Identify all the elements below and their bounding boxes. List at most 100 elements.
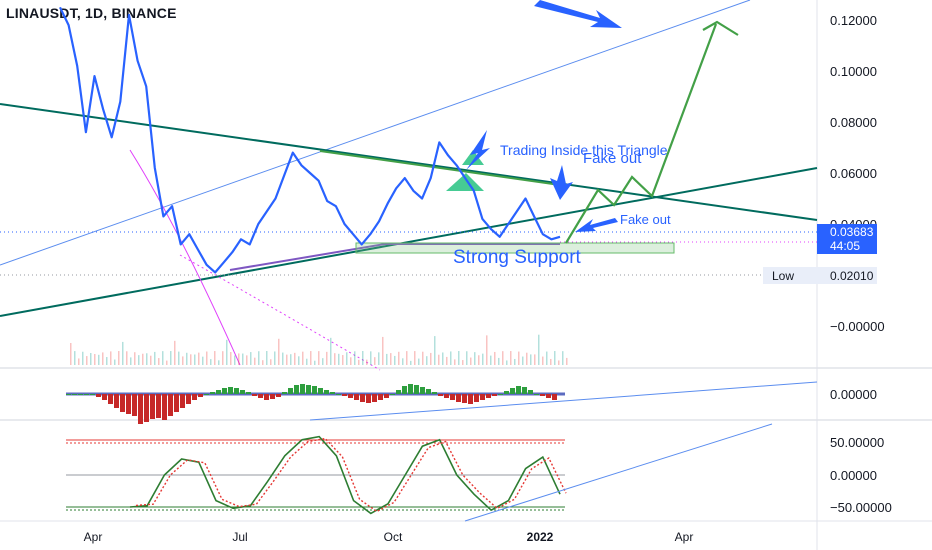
volume-bar xyxy=(130,357,132,365)
volume-bar xyxy=(326,351,328,365)
volume-bar xyxy=(566,357,568,365)
volume-bar xyxy=(190,354,192,365)
histogram-bar xyxy=(240,390,245,394)
histogram-bar xyxy=(78,394,83,395)
volume-bar xyxy=(322,358,324,365)
volume-bar xyxy=(254,357,256,365)
volume-bar xyxy=(314,360,316,365)
volume-bar xyxy=(514,358,516,365)
histogram-bar xyxy=(378,394,383,400)
histogram-bar xyxy=(360,394,365,402)
low-value-box xyxy=(817,267,877,284)
histogram-bar xyxy=(408,384,413,394)
volume-bar xyxy=(226,339,228,365)
volume-bar xyxy=(154,351,156,365)
volume-bar xyxy=(78,358,80,365)
volume-bar xyxy=(282,352,284,365)
volume-bar xyxy=(486,335,488,365)
volume-bar xyxy=(198,352,200,365)
histogram-bar xyxy=(138,394,143,424)
volume-bar xyxy=(302,351,304,365)
histogram-bar xyxy=(126,394,131,414)
histogram-bar xyxy=(384,394,389,398)
y-tick-label: 0.06000 xyxy=(830,166,877,181)
volume-bar xyxy=(406,351,408,365)
volume-bar xyxy=(222,351,224,365)
x-tick-label: 2022 xyxy=(527,530,554,544)
histogram-bar xyxy=(546,394,551,398)
volume-bar xyxy=(182,356,184,365)
indicator2-y-tick: 0.00000 xyxy=(830,468,877,483)
volume-bar xyxy=(230,352,232,365)
y-tick-label: −0.00000 xyxy=(830,319,885,334)
histogram-bar xyxy=(108,394,113,404)
low-label-box xyxy=(763,267,817,284)
arrow-fakeout-mid xyxy=(550,165,573,200)
x-tick-label: Oct xyxy=(384,530,403,544)
histogram-bar xyxy=(480,394,485,400)
histogram-bar xyxy=(186,394,191,404)
volume-bar xyxy=(434,336,436,365)
histogram-bar xyxy=(258,394,263,398)
volume-bar xyxy=(350,357,352,365)
histogram-bar xyxy=(228,387,233,394)
volume-bar xyxy=(214,351,216,365)
volume-bar xyxy=(386,353,388,365)
volume-bar xyxy=(166,360,168,365)
volume-bar xyxy=(554,351,556,365)
histogram-bar xyxy=(528,390,533,394)
histogram-bar xyxy=(84,394,89,395)
volume-bar xyxy=(194,354,196,365)
volume-bar xyxy=(546,351,548,365)
histogram-bar xyxy=(402,386,407,394)
breakout-triangle-marker xyxy=(446,173,484,191)
histogram-bar xyxy=(318,388,323,394)
volume-bar xyxy=(342,355,344,365)
volume-bar xyxy=(398,351,400,365)
histogram-bar xyxy=(474,394,479,402)
x-tick-label: Jul xyxy=(232,530,247,544)
triangle-top-line xyxy=(319,150,561,186)
histogram-bar xyxy=(354,394,359,400)
volume-bar xyxy=(218,360,220,365)
volume-bar xyxy=(542,356,544,365)
x-tick-label: Apr xyxy=(675,530,694,544)
x-tick-label: Apr xyxy=(84,530,103,544)
volume-bar xyxy=(150,355,152,365)
volume-bar xyxy=(374,357,376,365)
histogram-bar xyxy=(420,387,425,394)
volume-bar xyxy=(330,337,332,365)
volume-bar xyxy=(466,351,468,365)
volume-bar xyxy=(410,360,412,365)
volume-bar xyxy=(346,352,348,365)
volume-bar xyxy=(174,340,176,365)
histogram-bar xyxy=(510,388,515,394)
histogram-bar xyxy=(438,394,443,396)
histogram-bar xyxy=(444,394,449,398)
volume-bar xyxy=(306,358,308,365)
arrow-top xyxy=(534,0,622,28)
volume-bar xyxy=(70,343,72,365)
volume-bar xyxy=(294,352,296,365)
histogram-bar xyxy=(120,394,125,412)
volume-bar xyxy=(114,359,116,365)
volume-bar xyxy=(454,359,456,365)
histogram-bar xyxy=(396,390,401,394)
volume-bar xyxy=(102,352,104,365)
histogram-bar xyxy=(288,388,293,394)
volume-bar xyxy=(122,341,124,365)
histogram-bar xyxy=(198,394,203,397)
histogram-bar xyxy=(246,392,251,394)
histogram-bar xyxy=(426,389,431,394)
last-price-badge xyxy=(817,224,877,254)
volume-bar xyxy=(186,352,188,365)
histogram-bar xyxy=(252,394,257,396)
volume-bar xyxy=(394,355,396,365)
indicator1-trendline xyxy=(309,381,818,421)
volume-bar xyxy=(402,358,404,365)
volume-bar xyxy=(266,351,268,365)
volume-bar xyxy=(470,357,472,365)
volume-bar xyxy=(118,351,120,365)
volume-bar xyxy=(494,351,496,365)
